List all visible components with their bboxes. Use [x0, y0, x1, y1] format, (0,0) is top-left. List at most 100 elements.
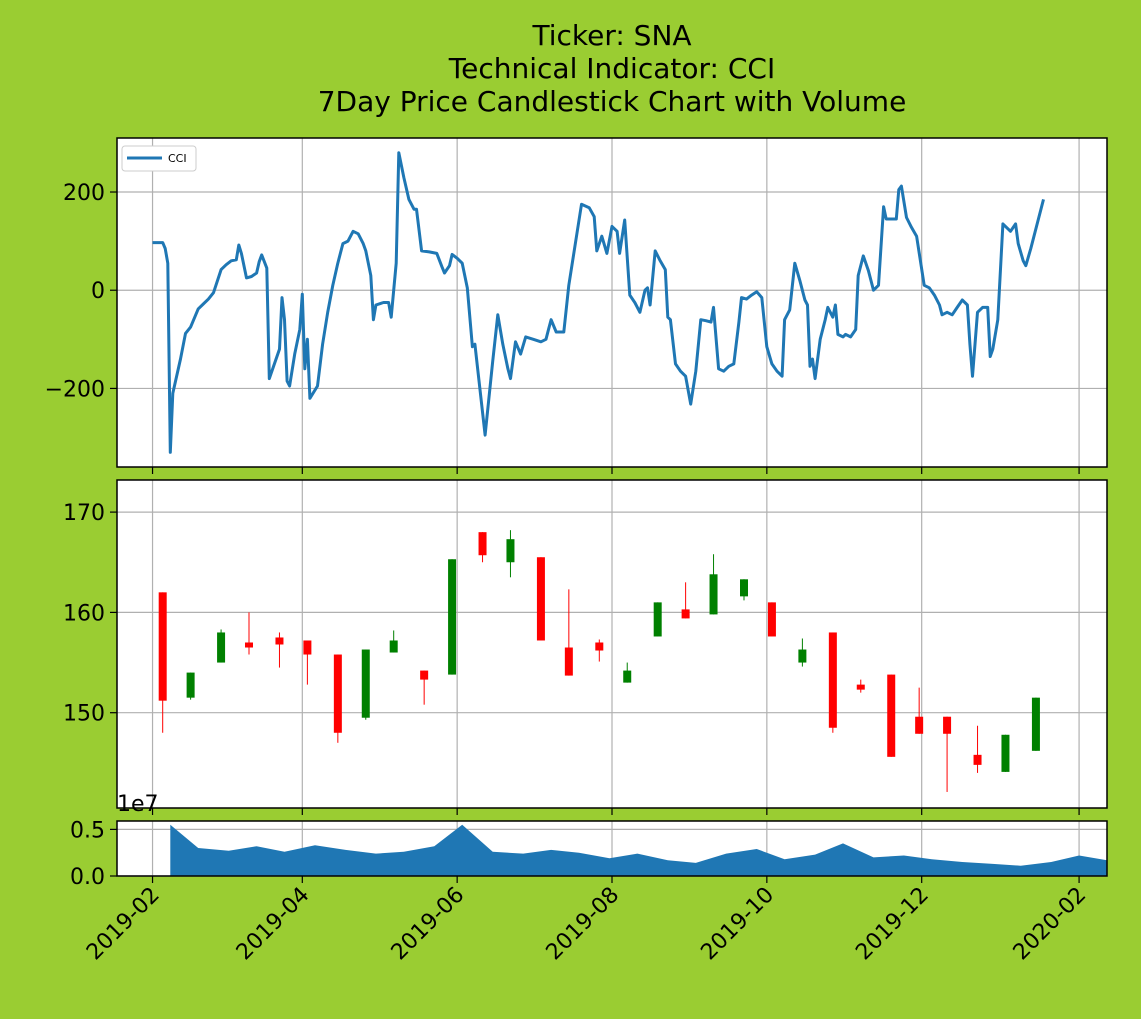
- candle-body: [536, 557, 545, 641]
- y-tick-label: 0.5: [70, 818, 105, 843]
- y-tick-label: 150: [63, 702, 105, 727]
- candle: [217, 629, 226, 663]
- candle-body: [217, 632, 226, 663]
- candle: [767, 602, 776, 637]
- candle-body: [973, 754, 982, 765]
- candle-body: [1001, 734, 1010, 772]
- candle-body: [158, 592, 167, 701]
- candle-body: [333, 654, 342, 733]
- candle: [420, 670, 429, 705]
- candle-body: [828, 632, 837, 728]
- x-tick-label: 2019-10: [696, 883, 779, 966]
- candle-body: [389, 640, 398, 653]
- candle: [389, 630, 398, 653]
- price-grid: [117, 480, 1107, 808]
- candle: [1031, 697, 1040, 751]
- candle: [303, 640, 312, 685]
- candle-body: [448, 559, 457, 675]
- candle: [915, 687, 924, 734]
- price-y-axis: 170 160 150: [63, 501, 117, 727]
- candle: [245, 612, 253, 655]
- volume-fill: [170, 824, 1108, 876]
- candle-body: [915, 716, 924, 734]
- y-tick-label: 170: [63, 501, 105, 526]
- volume-offset-label: 1e7: [117, 792, 159, 817]
- x-tick-label: 2019-02: [82, 883, 165, 966]
- x-tick-label: 2020-02: [1009, 883, 1092, 966]
- candle-body: [887, 674, 896, 757]
- candle-body: [681, 609, 690, 619]
- cci-panel: 200 0 −200 CCI: [45, 137, 1108, 474]
- candle-body: [740, 579, 748, 597]
- candle: [740, 579, 748, 601]
- candle: [856, 679, 865, 693]
- candle-body: [623, 670, 632, 683]
- legend-label: CCI: [168, 152, 187, 165]
- candle: [333, 654, 342, 743]
- x-tick-label: 2019-12: [851, 883, 934, 966]
- cci-legend: CCI: [121, 145, 197, 172]
- candle-body: [767, 602, 776, 637]
- candle-body: [595, 642, 604, 651]
- candle: [653, 602, 662, 637]
- candle: [973, 725, 982, 773]
- cci-y-axis: 200 0 −200: [45, 181, 117, 402]
- candle: [887, 674, 896, 757]
- candle-body: [478, 532, 487, 556]
- candle-body: [420, 670, 429, 680]
- x-tick-label: 2019-06: [387, 883, 470, 966]
- candle-body: [361, 649, 370, 718]
- candle-body: [564, 647, 573, 676]
- candle-body: [856, 684, 865, 690]
- y-tick-label: 200: [63, 181, 105, 206]
- candle: [564, 589, 573, 676]
- candlesticks: [158, 530, 1040, 792]
- candle-body: [798, 649, 807, 663]
- candle: [478, 532, 487, 563]
- candle: [448, 559, 457, 675]
- candle-body: [709, 574, 718, 615]
- y-tick-label: 160: [63, 601, 105, 626]
- title-line-2: Technical Indicator: CCI: [448, 52, 775, 85]
- candle: [275, 632, 284, 668]
- candle: [186, 672, 195, 700]
- candle: [798, 638, 807, 667]
- candle-body: [506, 539, 515, 563]
- y-tick-label: 0.0: [70, 865, 105, 890]
- x-tick-label: 2019-08: [542, 883, 625, 966]
- cci-x-ticks: [151, 467, 1080, 474]
- volume-area: [170, 824, 1108, 876]
- candle: [709, 554, 718, 615]
- candle: [506, 530, 515, 578]
- candle-body: [943, 716, 952, 734]
- title-line-1: Ticker: SNA: [531, 19, 691, 52]
- volume-y-axis: 0.5 0.0: [70, 818, 117, 890]
- candle-body: [1031, 697, 1040, 751]
- price-panel: 170 160 150: [63, 479, 1108, 815]
- candle: [681, 582, 690, 619]
- candle-body: [245, 642, 253, 648]
- candle-body: [653, 602, 662, 637]
- price-x-ticks: [151, 808, 1080, 815]
- y-tick-label: −200: [45, 377, 105, 402]
- title-line-3: 7Day Price Candlestick Chart with Volume: [318, 85, 907, 118]
- candle: [595, 639, 604, 662]
- candle: [828, 632, 837, 733]
- cci-plot: [152, 151, 1045, 454]
- candle-body: [303, 640, 312, 655]
- x-axis: 2019-02 2019-04 2019-06 2019-08 2019-10 2019-…: [82, 876, 1091, 965]
- candle: [623, 662, 632, 683]
- cci-line: [152, 151, 1045, 454]
- volume-panel: 0.50.0 1e7 2019-02 2019-04 2019-06 2019-08 2…: [70, 792, 1108, 965]
- candle: [943, 716, 952, 792]
- candle: [361, 649, 370, 720]
- candle: [536, 557, 545, 641]
- candle: [158, 592, 167, 733]
- y-tick-label: 0: [91, 279, 105, 304]
- candle-body: [186, 672, 195, 698]
- candle-body: [275, 637, 284, 645]
- x-tick-label: 2019-04: [232, 883, 315, 966]
- candle: [1001, 734, 1010, 772]
